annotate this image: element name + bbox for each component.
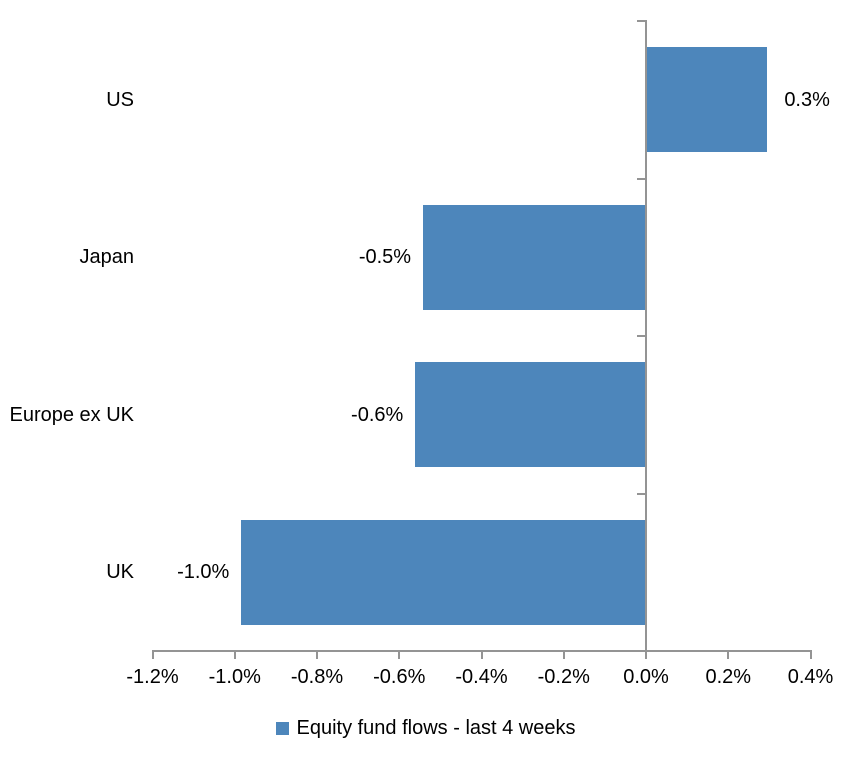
category-label: Japan (79, 246, 135, 269)
y-axis-tick (637, 335, 645, 337)
x-tick-label: -0.8% (290, 666, 344, 688)
bar-japan (423, 204, 646, 310)
x-tick-label: -1.0% (208, 666, 261, 688)
y-axis-line (645, 20, 647, 652)
x-tick-label: -0.6% (373, 666, 426, 688)
y-axis-tick (637, 20, 645, 22)
x-tick-label: 0.2% (705, 666, 752, 688)
data-label: -1.0% (177, 561, 230, 584)
legend: Equity fund flows - last 4 weeks (0, 715, 852, 741)
x-tick-label: -0.4% (455, 666, 508, 688)
y-axis-tick (637, 492, 645, 495)
x-axis-tick (645, 651, 647, 659)
bar-us (646, 47, 768, 153)
x-axis-tick (480, 651, 483, 659)
y-axis-tick (637, 177, 645, 180)
x-axis-tick (233, 651, 236, 659)
x-axis-tick (727, 651, 730, 659)
data-label: 0.3% (784, 88, 830, 111)
bar-uk (241, 519, 646, 625)
category-label: US (106, 88, 134, 111)
category-label: Europe ex UK (9, 403, 134, 426)
legend-swatch-icon (276, 721, 290, 735)
x-tick-label: 0.0% (623, 666, 669, 688)
x-tick-label: 0.4% (787, 666, 834, 688)
bar-europe-ex-uk (415, 362, 646, 468)
category-label: UK (106, 561, 134, 584)
x-tick-label: -1.2% (126, 666, 179, 688)
data-label: -0.5% (358, 246, 412, 269)
x-axis-tick (316, 651, 318, 659)
x-axis-tick (151, 651, 154, 659)
x-axis-tick (809, 651, 812, 659)
data-label: -0.6% (351, 403, 404, 426)
x-axis-tick (562, 651, 565, 659)
legend-label: Equity fund flows - last 4 weeks (296, 717, 576, 739)
x-axis-tick (398, 651, 401, 659)
x-tick-label: -0.2% (537, 666, 590, 688)
